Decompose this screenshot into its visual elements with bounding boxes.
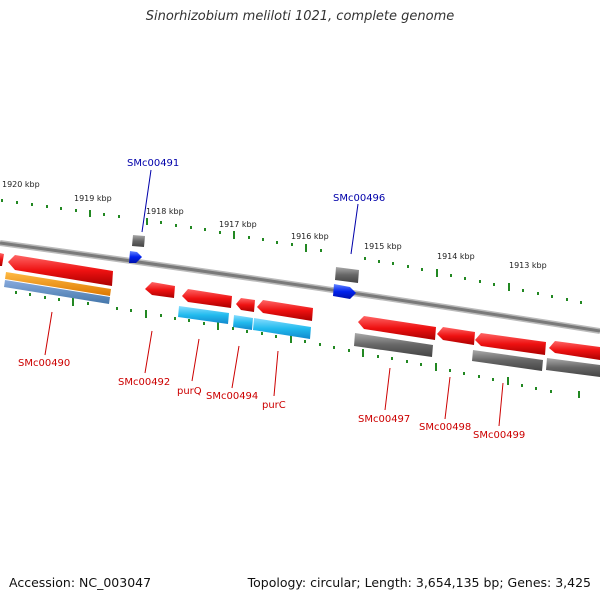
- accession-text: Accession: NC_003047: [9, 575, 152, 590]
- gene-block-purq[interactable]: [178, 306, 229, 324]
- genome-backbone: [0, 241, 600, 333]
- page-title: Sinorhizobium meliloti 1021, complete ge…: [145, 9, 455, 24]
- cds-arrow-smc00498[interactable]: [437, 327, 475, 345]
- cds-arrow-smc00499[interactable]: [475, 333, 546, 355]
- gene-block-purc[interactable]: [253, 318, 311, 339]
- gene-block-smc00491[interactable]: [132, 235, 145, 247]
- cds-arrow-smc00490[interactable]: [8, 255, 113, 286]
- gene-block-smc00497[interactable]: [354, 333, 433, 357]
- gene-block-right-edge[interactable]: [546, 358, 600, 377]
- kbp-label: 1917 kbp: [219, 220, 257, 229]
- kbp-label: 1915 kbp: [364, 242, 402, 251]
- gene-label-purq[interactable]: purQ: [177, 386, 202, 397]
- gene-label-smc00499[interactable]: SMc00499: [473, 430, 525, 441]
- inner-major-ticks: [72, 298, 580, 398]
- cds-arrow-left-edge[interactable]: [0, 253, 4, 266]
- kbp-label: 1920 kbp: [2, 180, 40, 189]
- cds-arrow-smc00494[interactable]: [236, 298, 255, 312]
- inner-tick-track: [15, 291, 552, 393]
- cds-arrow-smc00496[interactable]: [333, 284, 356, 299]
- kbp-label: 1913 kbp: [509, 261, 547, 270]
- gene-block-smc00490-orange[interactable]: [5, 272, 111, 296]
- gene-label-smc00491[interactable]: SMc00491: [127, 158, 179, 169]
- cds-arrow-right-edge[interactable]: [549, 341, 600, 360]
- gene-block-smc00494[interactable]: [233, 315, 253, 330]
- gene-label-smc00498[interactable]: SMc00498: [419, 422, 471, 433]
- topology-text: Topology: circular; Length: 3,654,135 bp…: [247, 575, 591, 590]
- leader-lines: [44, 169, 504, 427]
- gene-label-smc00492[interactable]: SMc00492: [118, 377, 170, 388]
- gene-label-smc00497[interactable]: SMc00497: [358, 414, 410, 425]
- cds-arrow-smc00497[interactable]: [358, 316, 436, 340]
- cds-arrow-smc00491[interactable]: [129, 251, 142, 263]
- gene-label-purc[interactable]: purC: [262, 400, 286, 411]
- outer-tick-track: [1, 199, 582, 304]
- gene-label-smc00496[interactable]: SMc00496: [333, 193, 385, 204]
- gene-block-smc00490-steel[interactable]: [4, 280, 110, 304]
- kbp-label: 1914 kbp: [437, 252, 475, 261]
- gene-block-smc00496[interactable]: [335, 267, 359, 283]
- gene-label-smc00494[interactable]: SMc00494: [206, 391, 258, 402]
- kbp-label: 1919 kbp: [74, 194, 112, 203]
- cds-arrow-purc[interactable]: [257, 300, 313, 321]
- gene-block-smc00499[interactable]: [472, 350, 543, 371]
- cds-arrow-purq[interactable]: [182, 289, 232, 308]
- kbp-label: 1916 kbp: [291, 232, 329, 241]
- cds-arrow-smc00492[interactable]: [145, 282, 175, 298]
- kbp-label: 1918 kbp: [146, 207, 184, 216]
- gene-label-smc00490[interactable]: SMc00490: [18, 358, 70, 369]
- outer-major-ticks: [89, 210, 510, 291]
